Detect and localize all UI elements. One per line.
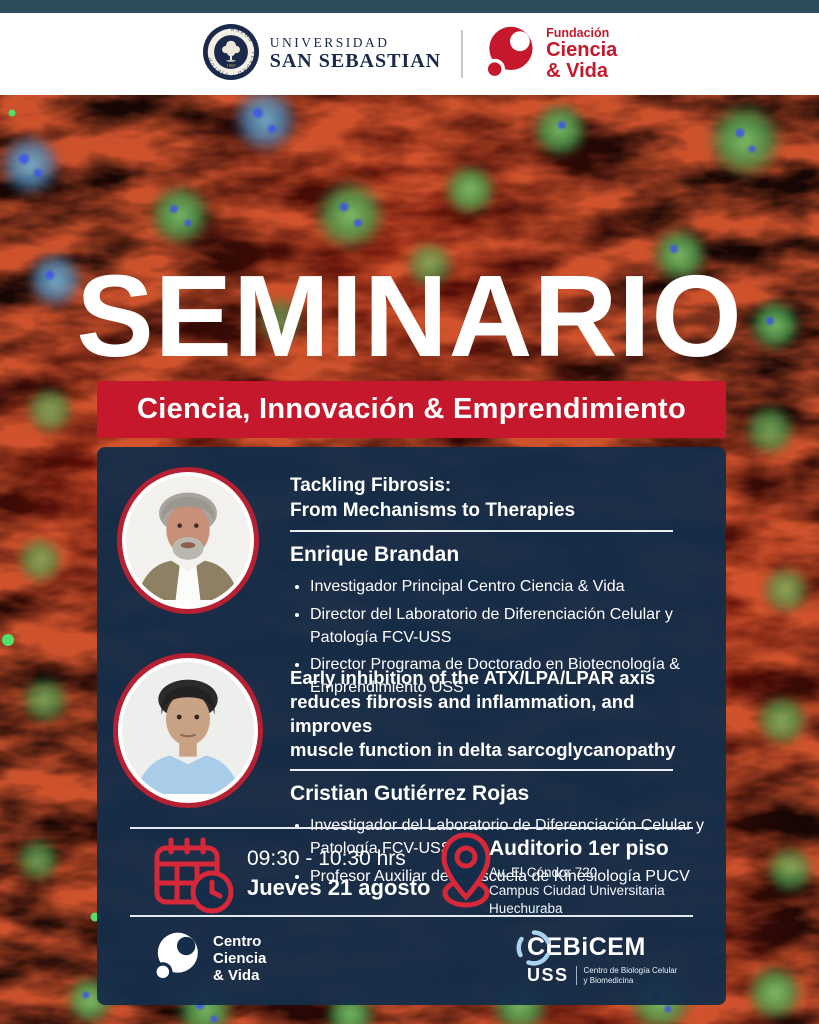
speaker2-photo [113, 653, 263, 808]
location-address-line2: Campus Ciudad Universitaria [489, 882, 665, 898]
banner-subtitle: Ciencia, Innovación & Emprendimiento [97, 381, 726, 438]
location-pin-icon [437, 831, 495, 918]
centro-ciencia-vida-logo: Centro Ciencia & Vida [152, 930, 266, 987]
cebicem-subtitle-line1: Centro de Biología Celular [583, 965, 678, 975]
uss-seal-icon: RAZON · VERDAD · VIRTUD 1969 [202, 23, 260, 86]
uss-wordmark-line2: SAN SEBASTIAN [269, 49, 442, 72]
card-divider [130, 827, 693, 829]
speaker1-bullets: Investigador Principal Centro Ciencia & … [290, 576, 697, 700]
speaker2-bullets: Investigador del Laboratorio de Diferenc… [290, 815, 704, 888]
speaker2-avatar [122, 662, 254, 799]
ccv-logo-text: Centro Ciencia & Vida [213, 933, 266, 985]
location-address: Av. El Cóndor 720 Campus Ciudad Universi… [489, 864, 669, 917]
uss-wordmark: UNIVERSIDAD SAN SEBASTIAN [270, 36, 441, 71]
fcv-logo: Fundación Ciencia & Vida [483, 24, 617, 85]
content-card: Tackling Fibrosis: From Mechanisms to Th… [97, 447, 726, 1005]
location-block: Auditorio 1er piso Av. El Cóndor 720 Cam… [489, 837, 669, 917]
fcv-line2: Ciencia [546, 38, 618, 61]
fcv-line3: & Vida [546, 59, 608, 82]
speaker2-name: Cristian Gutiérrez Rojas [290, 782, 530, 806]
speaker2-bullet: Investigador del Laboratorio de Diferenc… [310, 815, 704, 860]
schedule-block: 09:30 - 10:30 hrs Jueves 21 agosto [247, 845, 430, 903]
speaker2-block: Early inhibition of the ATX/LPA/LPAR axi… [290, 666, 704, 893]
ccv-logo-mark-icon [152, 930, 202, 987]
location-venue: Auditorio 1er piso [489, 837, 669, 860]
speaker2-title-rule [290, 769, 673, 772]
header-logo-divider [461, 30, 464, 78]
speaker1-avatar [126, 476, 250, 605]
speaker2-talk-title: Early inhibition of the ATX/LPA/LPAR axi… [290, 667, 676, 761]
cebicem-name: CEBiCEM [516, 930, 677, 966]
poster-title: SEMINARIO [76, 251, 743, 381]
ccv-line1: Centro [213, 932, 262, 950]
speaker1-bullet: Director Programa de Doctorado en Biotec… [310, 654, 697, 699]
fcv-logo-text: Fundación Ciencia & Vida [546, 25, 618, 82]
cebicem-subtitle: Centro de Biología Celular y Biomedicina [584, 966, 678, 985]
calendar-clock-icon [152, 835, 236, 920]
ccv-line2: Ciencia [213, 949, 267, 967]
top-accent-bar [0, 0, 819, 13]
cebicem-arc-icon [514, 928, 554, 975]
location-address-line1: Av. El Cóndor 720 [489, 865, 598, 880]
card-divider [130, 915, 693, 917]
speaker1-talk-title: Tackling Fibrosis: From Mechanisms to Th… [290, 475, 576, 522]
cebicem-subtitle-line2: y Biomedicina [583, 975, 634, 985]
cebicem-uss-label: USS [527, 965, 569, 985]
fcv-line1: Fundación [546, 25, 610, 40]
schedule-time: 09:30 - 10:30 hrs [247, 847, 406, 870]
uss-seal-year: 1969 [226, 62, 236, 67]
speaker2-bullet: Profesor Auxiliar de la Escuela de Kines… [310, 866, 704, 889]
speaker1-bullet: Investigador Principal Centro Ciencia & … [310, 576, 697, 599]
speaker1-photo [117, 467, 259, 614]
speaker1-title-rule [290, 530, 673, 533]
location-address-line3: Huechuraba [489, 900, 563, 916]
cebicem-logo: CEBiCEM USS Centro de Biología Celular y… [516, 930, 677, 986]
speaker1-name: Enrique Brandan [290, 543, 460, 567]
schedule-date: Jueves 21 agosto [247, 875, 431, 901]
fcv-logo-mark-icon [483, 24, 537, 85]
uss-wordmark-line1: UNIVERSIDAD [269, 35, 390, 51]
cebicem-divider [575, 966, 577, 985]
speaker1-block: Tackling Fibrosis: From Mechanisms to Th… [290, 473, 697, 705]
header: RAZON · VERDAD · VIRTUD 1969 UNIVERSIDAD [0, 13, 819, 95]
speaker1-bullet: Director del Laboratorio de Diferenciaci… [310, 604, 697, 649]
uss-logo: RAZON · VERDAD · VIRTUD 1969 UNIVERSIDAD [202, 23, 441, 86]
ccv-line3: & Vida [213, 967, 260, 985]
cebicem-subline: USS Centro de Biología Celular y Biomedi… [527, 965, 677, 986]
